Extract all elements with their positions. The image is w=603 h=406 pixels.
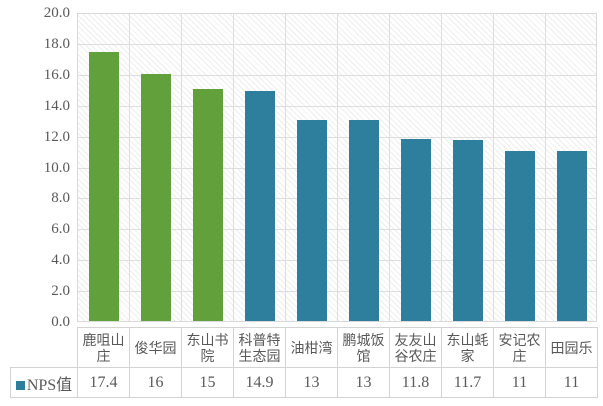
- bar-东山蚝家: [453, 140, 483, 321]
- gridline-vertical: [181, 14, 182, 321]
- y-tick-label: 16.0: [43, 66, 70, 83]
- gridline-vertical: [129, 14, 130, 321]
- gridline-vertical: [285, 14, 286, 321]
- value-cell: 11.7: [441, 367, 494, 398]
- bar-鹿咀山庄: [89, 52, 119, 321]
- value-cell: 11: [545, 367, 598, 398]
- data-table: 鹿咀山庄 俊华园 东山书院 科普特生态园 油柑湾 鹏城饭馆 友友山谷农庄 东山蚝家 安记农庄 田园…: [10, 327, 598, 398]
- y-tick-label: 0.0: [51, 314, 70, 330]
- gridline-vertical: [233, 14, 234, 321]
- bar-鹏城饭馆: [349, 120, 379, 321]
- legend-label: NPS值: [26, 376, 73, 394]
- y-tick-label: 4.0: [51, 252, 70, 269]
- gridline-vertical: [441, 14, 442, 321]
- bar-东山书院: [193, 89, 223, 321]
- category-cell: 油柑湾: [285, 327, 338, 368]
- category-cell: 东山蚝家: [441, 327, 494, 368]
- value-cell: 14.9: [233, 367, 286, 398]
- value-cell: 13: [337, 367, 390, 398]
- bar-友友山谷农庄: [401, 139, 431, 321]
- category-cell: 鹿咀山庄: [77, 327, 130, 368]
- value-cell: 11: [493, 367, 546, 398]
- y-tick-label: 12.0: [43, 128, 70, 145]
- y-tick-label: 2.0: [51, 283, 70, 300]
- y-tick-label: 18.0: [43, 35, 70, 52]
- bar-科普特生态园: [245, 91, 275, 321]
- bar-油柑湾: [297, 120, 327, 321]
- gridline-vertical: [545, 14, 546, 321]
- legend-cell: NPS值: [10, 367, 78, 398]
- corner-cell: [11, 328, 78, 368]
- bar-俊华园: [141, 74, 171, 321]
- category-cell: 东山书院: [181, 327, 234, 368]
- legend-swatch-icon: [15, 380, 25, 390]
- category-cell: 科普特生态园: [233, 327, 286, 368]
- bar-安记农庄: [505, 151, 535, 321]
- category-cell: 安记农庄: [493, 327, 546, 368]
- category-cell: 田园乐: [545, 327, 598, 368]
- y-tick-label: 14.0: [43, 97, 70, 114]
- category-cell: 友友山谷农庄: [389, 327, 442, 368]
- y-tick-label: 10.0: [43, 159, 70, 176]
- gridline-vertical: [493, 14, 494, 321]
- value-cell: 13: [285, 367, 338, 398]
- value-cell: 16: [129, 367, 182, 398]
- plot-area: [77, 13, 597, 322]
- y-tick-label: 6.0: [51, 221, 70, 238]
- value-cell: 17.4: [77, 367, 130, 398]
- y-tick-label: 20.0: [43, 5, 70, 21]
- category-cell: 鹏城饭馆: [337, 327, 390, 368]
- y-axis: 0.0 2.0 4.0 6.0 8.0 10.0 12.0 14.0 16.0 18.0 20.0: [0, 0, 70, 330]
- category-row: 鹿咀山庄 俊华园 东山书院 科普特生态园 油柑湾 鹏城饭馆 友友山谷农庄 东山蚝家 安记农庄 田园…: [11, 327, 598, 368]
- gridline-vertical: [337, 14, 338, 321]
- value-cell: 11.8: [389, 367, 442, 398]
- category-cell: 俊华园: [129, 327, 182, 368]
- gridline-vertical: [389, 14, 390, 321]
- value-row: NPS值 17.4 16 15 14.9 13 13 11.8 11.7 11 11: [10, 367, 598, 398]
- bar-田园乐: [557, 151, 587, 321]
- y-tick-label: 8.0: [51, 190, 70, 207]
- value-cell: 15: [181, 367, 234, 398]
